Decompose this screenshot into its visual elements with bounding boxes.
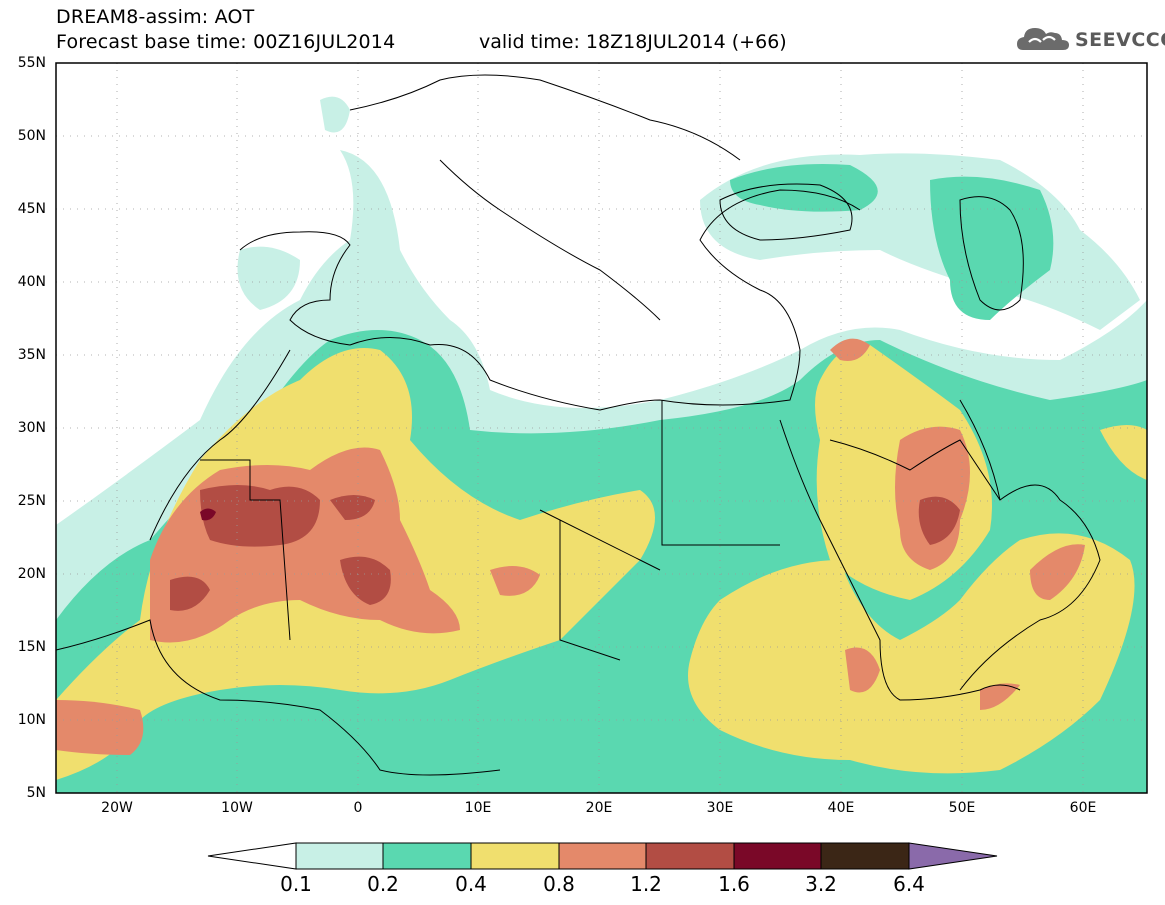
lat-label: 30N [17, 420, 46, 436]
lon-label: 20E [585, 800, 613, 816]
lat-label: 35N [17, 347, 46, 363]
lat-label: 10N [17, 712, 46, 728]
colorbar-label: 1.6 [718, 872, 750, 896]
lon-label: 0 [353, 800, 363, 816]
map-frame [55, 62, 1148, 794]
colorbar-swatch [558, 842, 647, 870]
lat-label: 45N [17, 201, 46, 217]
colorbar-label: 0.2 [367, 872, 399, 896]
colorbar-swatch [820, 842, 910, 870]
lat-label: 40N [17, 274, 46, 290]
colorbar-label: 0.1 [280, 872, 312, 896]
seevccc-logo: SEEVCCC [1015, 22, 1165, 56]
colorbar-swatch [645, 842, 735, 870]
colorbar-label: 3.2 [805, 872, 837, 896]
valid-time-label: valid time: 18Z18JUL2014 (+66) [479, 31, 787, 53]
lon-label: 10W [221, 800, 253, 816]
lat-label: 5N [26, 785, 46, 801]
lon-label: 20W [101, 800, 133, 816]
colorbar-label: 0.4 [455, 872, 487, 896]
colorbar-low-arrow [207, 842, 297, 870]
coastlines [56, 74, 1101, 776]
model-title: DREAM8-assim: AOT [56, 6, 255, 28]
lon-label: 60E [1069, 800, 1097, 816]
lon-label: 30E [706, 800, 734, 816]
aot-field [56, 96, 1147, 793]
lat-label: 25N [17, 493, 46, 509]
lat-label: 15N [17, 639, 46, 655]
colorbar-swatch [382, 842, 472, 870]
lat-label: 20N [17, 566, 46, 582]
aot-band-1-2 [170, 485, 960, 611]
graticule [56, 63, 1147, 793]
logo-label: SEEVCCC [1075, 29, 1165, 51]
lon-label: 10E [464, 800, 492, 816]
colorbar-high-arrow [908, 842, 998, 870]
lat-label: 50N [17, 128, 46, 144]
aot-band-1-6 [200, 508, 216, 521]
colorbar-label: 0.8 [543, 872, 575, 896]
colorbar-swatch [733, 842, 822, 870]
colorbar-label: 6.4 [893, 872, 925, 896]
lon-label: 40E [827, 800, 855, 816]
cloud-icon [1017, 28, 1069, 50]
lon-label: 50E [948, 800, 976, 816]
lat-label: 55N [17, 55, 46, 71]
colorbar-swatch [295, 842, 384, 870]
colorbar-label: 1.2 [630, 872, 662, 896]
base-time-label: Forecast base time: 00Z16JUL2014 [56, 31, 396, 53]
colorbar-swatch [470, 842, 560, 870]
